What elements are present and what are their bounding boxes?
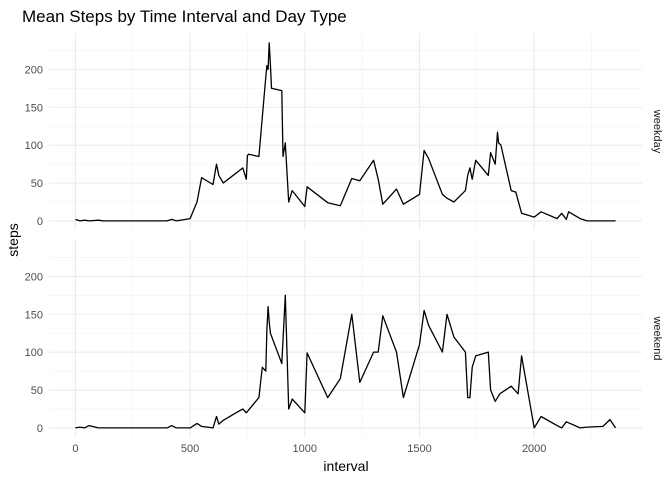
x-axis-title: interval <box>323 458 368 474</box>
x-tick-label: 0 <box>72 443 78 455</box>
x-tick-label: 2000 <box>522 443 546 455</box>
chart-title: Mean Steps by Time Interval and Day Type <box>22 7 347 26</box>
facet-panel-weekday: 0 50 100 150 200 weekday <box>25 33 663 230</box>
y-tick-label: 50 <box>31 385 43 397</box>
y-tick-label: 150 <box>25 309 43 321</box>
y-tick-label: 200 <box>25 64 43 76</box>
facet-panel-weekend: 0 50 100 150 200 weekend <box>25 240 663 437</box>
x-axis-ticks: 0 500 1000 1500 2000 <box>72 443 546 455</box>
facet-strip-label-weekend: weekend <box>651 315 663 360</box>
series-line-weekday <box>75 42 616 222</box>
x-tick-label: 1000 <box>293 443 317 455</box>
y-tick-label: 100 <box>25 347 43 359</box>
y-axis-title: steps <box>5 223 21 256</box>
facet-panels: 0 50 100 150 200 weekday 0 50 100 150 200 weekend 0 5… <box>25 33 663 455</box>
y-tick-label: 50 <box>31 178 43 190</box>
y-tick-label: 0 <box>37 423 43 435</box>
facet-strip-label-weekday: weekday <box>651 109 663 154</box>
y-tick-label: 150 <box>25 102 43 114</box>
x-tick-label: 1500 <box>407 443 431 455</box>
y-tick-label: 0 <box>37 216 43 228</box>
series-line-weekend <box>75 294 617 429</box>
y-tick-label: 100 <box>25 140 43 152</box>
x-tick-label: 500 <box>181 443 199 455</box>
y-tick-label: 200 <box>25 271 43 283</box>
